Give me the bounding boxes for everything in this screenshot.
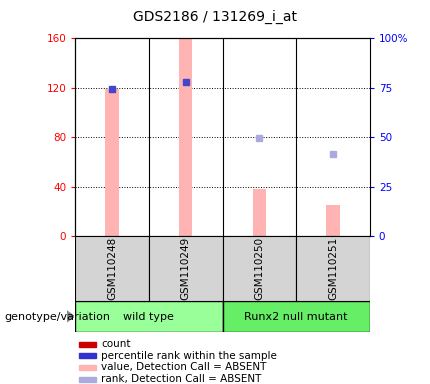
Text: percentile rank within the sample: percentile rank within the sample [101,351,277,361]
Text: GDS2186 / 131269_i_at: GDS2186 / 131269_i_at [133,10,297,24]
Text: GSM110248: GSM110248 [107,237,117,300]
Text: GSM110250: GSM110250 [254,237,264,300]
Text: wild type: wild type [123,312,174,322]
Text: count: count [101,339,131,349]
Text: GSM110249: GSM110249 [181,237,191,300]
Bar [326,205,340,236]
Bar [253,189,266,236]
Text: rank, Detection Call = ABSENT: rank, Detection Call = ABSENT [101,374,261,384]
Bar [75,301,223,332]
Text: Runx2 null mutant: Runx2 null mutant [244,312,348,322]
Polygon shape [67,311,74,322]
Bar [223,301,370,332]
Bar [79,376,96,382]
Bar [75,236,149,301]
Bar [79,342,96,346]
Text: GSM110251: GSM110251 [328,237,338,300]
Text: genotype/variation: genotype/variation [4,312,111,322]
Bar [79,353,96,358]
Bar [79,364,96,369]
Bar [179,38,192,236]
Bar [149,236,223,301]
Text: value, Detection Call = ABSENT: value, Detection Call = ABSENT [101,362,267,372]
Bar [223,236,296,301]
Bar [105,89,119,236]
Bar [296,236,370,301]
